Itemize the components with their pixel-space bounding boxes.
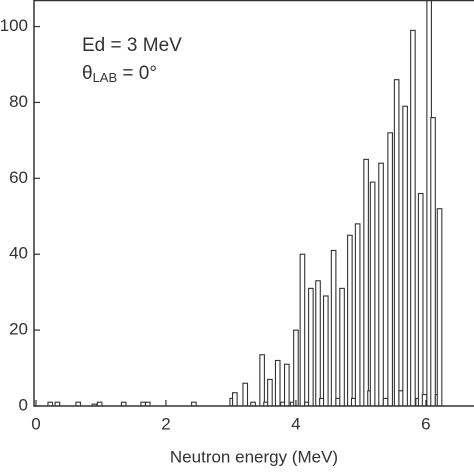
spike	[242, 382, 249, 406]
annotation: LAB	[93, 70, 118, 85]
spike	[91, 403, 98, 406]
spike	[382, 397, 389, 406]
spike	[322, 295, 329, 406]
spike	[393, 79, 400, 406]
spike	[274, 359, 281, 406]
spike	[330, 249, 337, 406]
spike	[267, 378, 273, 406]
x-tick-label: 2	[161, 414, 170, 433]
spike	[293, 329, 299, 406]
spike	[369, 181, 376, 406]
spike	[402, 105, 408, 406]
y-tick-label: 40	[9, 244, 28, 263]
annotation: Ed = 3 MeV	[82, 35, 182, 56]
frame	[33, 0, 474, 407]
spike	[354, 223, 361, 406]
annotation: θLAB = 0°	[82, 63, 157, 85]
spike	[363, 158, 369, 406]
spike	[347, 234, 353, 406]
y-tick-label: 20	[9, 320, 28, 339]
spike	[410, 29, 416, 406]
spike	[430, 117, 436, 406]
x-axis-label: Neutron energy (MeV)	[170, 447, 338, 466]
spike	[308, 287, 314, 406]
spike	[315, 280, 321, 406]
y-tick-label: 80	[9, 92, 28, 111]
annotation: = 0°	[117, 63, 157, 84]
spike	[259, 354, 265, 406]
x-tick-label: 0	[31, 414, 40, 433]
spike	[387, 132, 393, 406]
y-tick-label: 60	[9, 168, 28, 187]
spike	[417, 192, 424, 406]
x-tick-label: 4	[291, 414, 300, 433]
spike	[232, 392, 238, 406]
plot-area	[47, 0, 443, 406]
y-tick-label: 0	[19, 395, 28, 414]
y-tick-label: 100	[0, 16, 28, 35]
x-tick-label: 6	[421, 414, 430, 433]
spike	[378, 162, 384, 406]
annotation: θ	[82, 63, 93, 84]
spike	[339, 287, 345, 406]
spike	[436, 208, 443, 406]
spike	[283, 363, 290, 406]
spike	[299, 253, 306, 406]
